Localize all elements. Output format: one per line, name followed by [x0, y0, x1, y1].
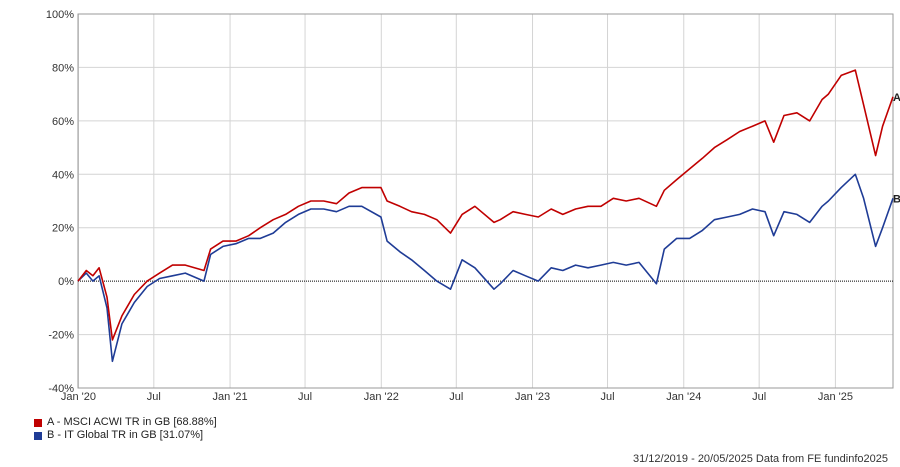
x-tick-label: Jan '24: [666, 391, 701, 403]
x-tick-label: Jul: [449, 391, 463, 403]
y-tick-label: 60%: [52, 116, 74, 128]
x-tick-label: Jan '22: [364, 391, 399, 403]
axes: [77, 13, 894, 389]
y-tick-label: 80%: [52, 62, 74, 74]
y-tick-label: -40%: [48, 383, 74, 395]
series-a-end-label: A: [893, 92, 900, 104]
y-tick-label: -20%: [48, 330, 74, 342]
x-tick-label: Jan '25: [818, 391, 853, 403]
legend-swatch-b: [34, 431, 42, 440]
y-tick-label: 0%: [58, 276, 74, 288]
x-tick-label: Jan '21: [212, 391, 247, 403]
series-a-line: [77, 69, 894, 341]
grid-lines: [77, 13, 893, 389]
x-tick-label: Jul: [600, 391, 614, 403]
legend-label-b: B - IT Global TR in GB [31.07%]: [47, 429, 204, 441]
series-lines: [77, 69, 894, 363]
plot-border: [77, 13, 894, 389]
tick-labels: -40% -20% 0% 20% 40% 60% 80% 100% Jan '20 Jul Jan …: [46, 9, 853, 403]
y-tick-label: 20%: [52, 223, 74, 235]
source-footer: 31/12/2019 - 20/05/2025 Data from FE fun…: [632, 453, 888, 465]
series-b-end-label: B: [893, 193, 900, 205]
x-tick-label: Jul: [298, 391, 312, 403]
legend-item-a: A - MSCI ACWI TR in GB [68.88%]: [34, 416, 217, 429]
legend-item-b: B - IT Global TR in GB [31.07%]: [34, 429, 217, 442]
x-tick-label: Jul: [147, 391, 161, 403]
series-b-line: [77, 173, 894, 363]
x-tick-label: Jan '20: [61, 391, 96, 403]
y-tick-label: 40%: [52, 169, 74, 181]
x-tick-label: Jul: [752, 391, 766, 403]
legend-label-a: A - MSCI ACWI TR in GB [68.88%]: [47, 416, 217, 428]
legend: A - MSCI ACWI TR in GB [68.88%] B - IT G…: [34, 416, 217, 442]
legend-swatch-a: [34, 418, 42, 427]
x-tick-label: Jan '23: [515, 391, 550, 403]
y-tick-label: 100%: [46, 9, 74, 21]
